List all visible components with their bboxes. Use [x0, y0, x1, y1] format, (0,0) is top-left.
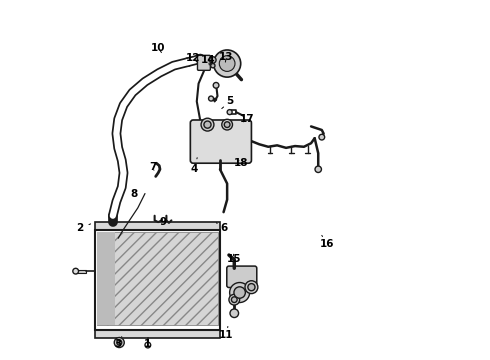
Circle shape	[220, 56, 235, 71]
Text: 12: 12	[186, 53, 200, 63]
Circle shape	[211, 64, 215, 68]
Text: 10: 10	[151, 43, 166, 53]
Bar	[95, 330, 220, 338]
Circle shape	[230, 309, 239, 318]
Circle shape	[214, 50, 241, 77]
Circle shape	[213, 82, 219, 88]
Circle shape	[234, 287, 245, 298]
Circle shape	[230, 283, 249, 302]
Text: 18: 18	[233, 158, 248, 168]
Circle shape	[117, 340, 122, 345]
FancyBboxPatch shape	[197, 55, 210, 70]
Bar	[97, 232, 115, 325]
Circle shape	[227, 110, 232, 114]
Bar	[97, 232, 218, 325]
Text: 16: 16	[320, 235, 334, 249]
Circle shape	[245, 281, 258, 294]
FancyBboxPatch shape	[227, 266, 257, 288]
Circle shape	[114, 338, 124, 347]
Text: 4: 4	[191, 158, 198, 174]
Text: 13: 13	[219, 52, 234, 62]
Circle shape	[201, 118, 214, 131]
Text: 5: 5	[222, 96, 234, 109]
FancyBboxPatch shape	[190, 120, 251, 163]
Text: 9: 9	[159, 217, 167, 227]
Text: 17: 17	[240, 114, 254, 124]
Circle shape	[145, 342, 151, 348]
Circle shape	[229, 294, 240, 305]
Bar	[95, 222, 220, 230]
Circle shape	[231, 297, 237, 302]
Circle shape	[248, 284, 255, 291]
Circle shape	[73, 268, 78, 274]
Circle shape	[319, 134, 325, 140]
Text: 14: 14	[201, 55, 216, 65]
Text: 15: 15	[226, 253, 241, 264]
Circle shape	[210, 57, 216, 63]
Text: 1: 1	[144, 339, 151, 349]
Bar	[95, 230, 220, 330]
Text: 7: 7	[149, 162, 156, 172]
Circle shape	[315, 166, 321, 172]
Text: 3: 3	[115, 337, 122, 349]
Circle shape	[204, 121, 211, 128]
Circle shape	[209, 96, 214, 101]
Circle shape	[224, 122, 230, 127]
Text: 6: 6	[217, 223, 227, 233]
Text: 8: 8	[130, 189, 137, 199]
Polygon shape	[76, 270, 86, 273]
Circle shape	[222, 119, 232, 130]
Text: 2: 2	[76, 223, 91, 233]
Text: 11: 11	[219, 327, 234, 341]
